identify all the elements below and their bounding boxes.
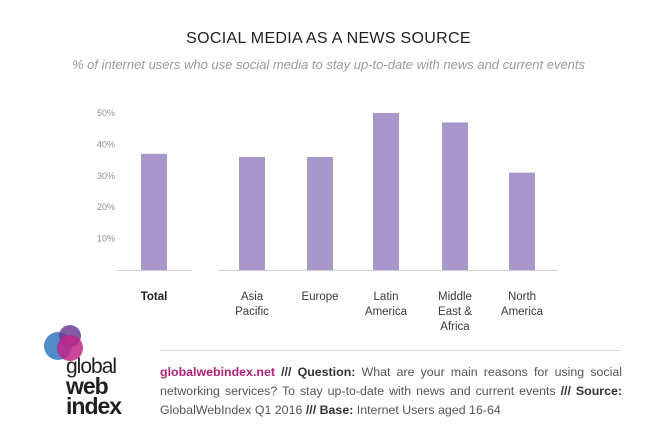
x-category-label: North [508,291,536,303]
footer-source-label: Source: [575,384,623,398]
globalwebindex-logo [40,324,150,424]
y-tick-label: 50% [97,108,115,118]
bar-5 [509,172,535,270]
bar-4 [442,122,468,270]
logo-text-index: index [66,393,122,419]
footnote: globalwebindex.net /// Question: What ar… [160,363,622,420]
bar-2 [307,156,333,270]
x-category-label: America [501,306,544,318]
x-category-label: America [365,306,408,318]
footer-divider [160,350,620,351]
y-tick-label: 40% [97,139,115,149]
footer-question-label: Question: [297,365,356,379]
logo-text-web: web [66,373,109,399]
y-tick-label: 10% [97,234,115,244]
chart-subtitle: % of internet users who use social media… [71,57,586,72]
x-category-label: Middle [438,291,472,303]
chart-title: SOCIAL MEDIA AS A NEWS SOURCE [186,30,471,47]
x-category-label: Africa [440,321,470,333]
footer-site-link[interactable]: globalwebindex.net [160,365,275,379]
x-category-label: Europe [301,291,338,303]
footer-sep-3: /// [305,403,320,417]
y-tick-label: 20% [97,202,115,212]
x-category-label: Pacific [235,306,269,318]
x-category-label: Latin [374,291,399,303]
logo-text-global: global [66,355,117,378]
y-tick-label: 30% [97,171,115,181]
bar-3 [373,113,399,270]
x-category-label: East & [438,306,472,318]
bar-chart: 10% 20% 30% 40% 50% Total Asia Pacific Europe Lat… [97,108,558,333]
footer-base-text: Internet Users aged 16-64 [353,403,501,417]
logo-circles-icon [44,325,83,361]
bar-1 [239,156,265,270]
footer-source-text: GlobalWebIndex Q1 2016 [160,403,306,417]
bar-0 [141,153,167,270]
x-category-label: Asia [241,291,264,303]
footer-sep-2: /// [560,384,576,398]
footer-base-label: Base: [319,403,354,417]
footer-sep-1: /// [274,365,298,379]
x-category-label: Total [141,291,168,303]
footer-question-text: What are your main reasons for using soc… [160,365,622,398]
